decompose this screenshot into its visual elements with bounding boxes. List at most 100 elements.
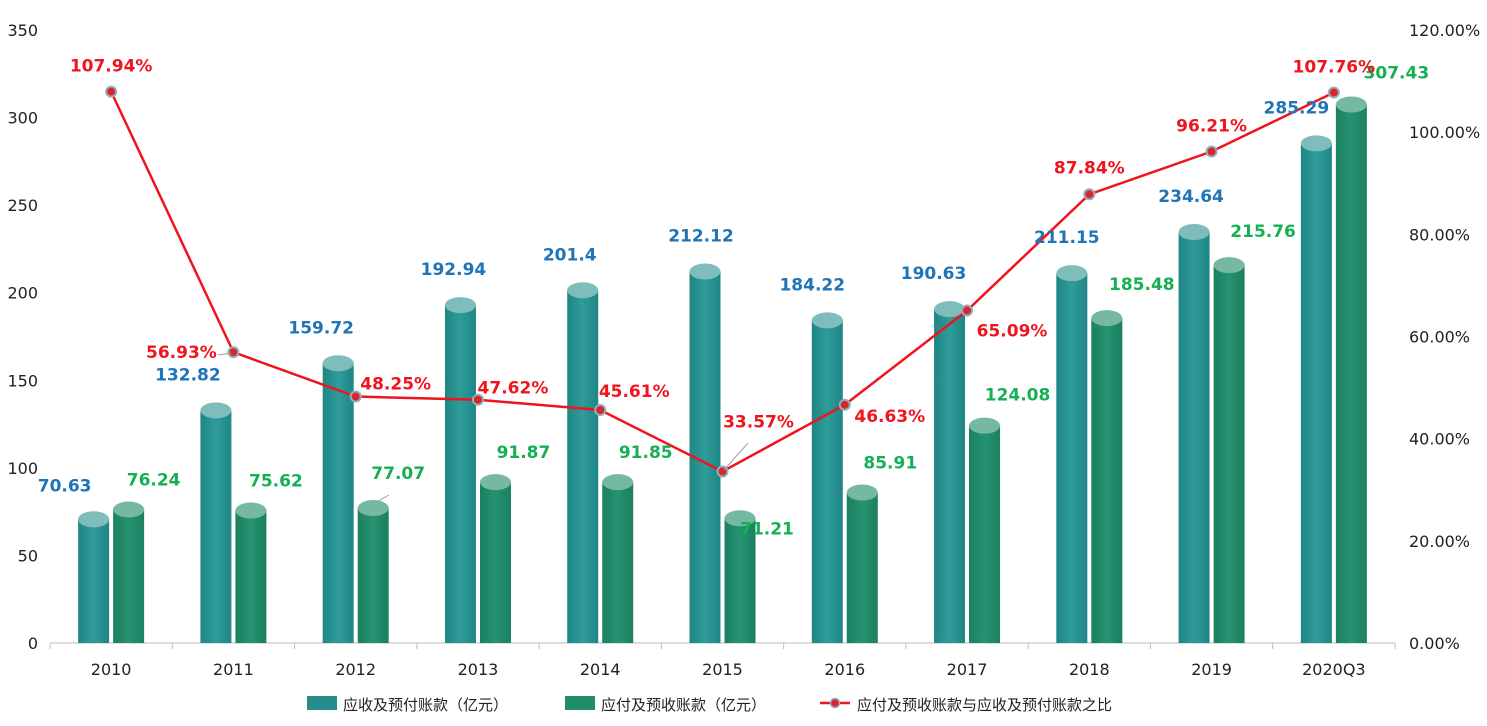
right-axis-tick-label: 0.00%	[1409, 634, 1460, 653]
bar-receivable	[1300, 143, 1332, 643]
x-axis-tick-label: 2013	[458, 660, 499, 679]
ratio-point	[105, 85, 118, 98]
ratio-point	[1205, 145, 1218, 158]
leader-line	[217, 352, 232, 356]
left-axis-tick-label: 350	[7, 21, 38, 40]
data-label-receivable: 132.82	[155, 365, 221, 385]
data-label-ratio: 45.61%	[599, 382, 670, 402]
bar-payable-cap	[1091, 310, 1123, 327]
legend-label-ratio: 应付及预收账款与应收及预付账款之比	[857, 696, 1112, 714]
bar-receivable-cap	[567, 282, 599, 299]
ratio-point	[961, 304, 974, 317]
left-axis-tick-label: 50	[18, 546, 38, 565]
ratio-point	[349, 390, 362, 403]
bar-receivable-cap	[1178, 224, 1210, 241]
bar-payable	[235, 510, 267, 643]
legend-label-payable: 应付及预收账款（亿元）	[601, 696, 766, 714]
x-axis-tick-label: 2014	[580, 660, 621, 679]
bar-receivable	[78, 519, 110, 643]
bar-payable	[846, 492, 878, 643]
data-label-ratio: 87.84%	[1054, 158, 1125, 178]
ratio-point	[1327, 86, 1340, 99]
data-label-receivable: 201.4	[543, 245, 597, 265]
bar-receivable	[322, 363, 354, 643]
data-label-ratio: 33.57%	[723, 413, 794, 433]
data-label-ratio: 47.62%	[478, 379, 549, 399]
bar-receivable-cap	[689, 263, 721, 280]
legend-label-receivable: 应收及预付账款（亿元）	[343, 696, 508, 714]
bar-payable	[357, 508, 389, 643]
x-axis-tick-label: 2016	[824, 660, 865, 679]
bar-receivable	[934, 309, 966, 643]
left-axis-tick-label: 200	[7, 284, 38, 303]
legend-swatch-payable	[565, 696, 595, 710]
data-label-payable: 91.85	[619, 443, 673, 463]
bar-payable-cap	[846, 484, 878, 501]
data-label-payable: 77.07	[371, 464, 425, 484]
bar-payable	[724, 518, 756, 643]
x-axis-tick-label: 2012	[335, 660, 376, 679]
bar-payable-cap	[602, 474, 634, 491]
data-label-payable: 185.48	[1109, 275, 1175, 295]
data-label-payable: 75.62	[249, 472, 303, 492]
data-label-receivable: 159.72	[288, 318, 354, 338]
bar-payable	[113, 509, 145, 643]
bar-receivable	[567, 290, 599, 643]
x-axis-tick-label: 2015	[702, 660, 743, 679]
bar-payable-cap	[1335, 96, 1367, 113]
bar-receivable	[1178, 232, 1210, 643]
data-label-payable: 124.08	[985, 386, 1051, 406]
x-axis-tick-label: 2020Q3	[1302, 660, 1366, 679]
right-axis-tick-label: 100.00%	[1409, 123, 1480, 142]
data-label-payable: 85.91	[863, 454, 917, 474]
right-axis-tick-label: 20.00%	[1409, 532, 1470, 551]
bar-receivable-cap	[811, 312, 843, 329]
data-label-receivable: 184.22	[779, 275, 845, 295]
left-axis-tick-label: 250	[7, 196, 38, 215]
bar-receivable	[1056, 273, 1088, 643]
bar-payable	[1091, 318, 1123, 643]
data-label-receivable: 285.29	[1264, 98, 1330, 118]
legend-swatch-ratio-marker	[829, 697, 841, 709]
right-axis-tick-label: 120.00%	[1409, 21, 1480, 40]
data-label-payable: 215.76	[1230, 222, 1296, 242]
ratio-point	[594, 404, 607, 417]
leader-line	[370, 494, 390, 506]
bar-receivable-cap	[78, 511, 110, 528]
bar-payable-cap	[1213, 257, 1245, 274]
left-axis-tick-label: 100	[7, 459, 38, 478]
bar-receivable-cap	[1056, 265, 1088, 282]
bar-receivable	[811, 320, 843, 643]
bar-payable-cap	[724, 510, 756, 527]
data-label-ratio: 65.09%	[977, 321, 1048, 341]
bar-payable-cap	[235, 502, 267, 519]
x-axis-tick-label: 2018	[1069, 660, 1110, 679]
ratio-point	[1083, 188, 1096, 201]
legend-swatch-receivable	[307, 696, 337, 710]
data-label-ratio: 46.63%	[854, 407, 925, 427]
bar-payable	[479, 482, 511, 643]
data-label-receivable: 70.63	[38, 476, 92, 496]
data-label-receivable: 234.64	[1158, 187, 1224, 207]
right-axis-tick-label: 40.00%	[1409, 430, 1470, 449]
data-label-receivable: 190.63	[901, 264, 967, 284]
x-axis-tick-label: 2019	[1191, 660, 1232, 679]
ratio-point	[838, 398, 851, 411]
bar-payable-cap	[113, 501, 145, 518]
data-label-payable: 91.87	[497, 443, 551, 463]
leader-line	[723, 442, 749, 471]
data-label-receivable: 211.15	[1034, 228, 1100, 248]
bar-receivable	[444, 305, 476, 643]
x-axis-tick-label: 2010	[91, 660, 132, 679]
data-label-payable: 71.21	[740, 519, 794, 539]
data-label-ratio: 107.76%	[1293, 58, 1376, 78]
bar-payable	[969, 425, 1001, 643]
data-label-ratio: 107.94%	[70, 57, 153, 77]
left-axis-tick-label: 300	[7, 109, 38, 128]
ratio-point	[227, 346, 240, 359]
bar-payable	[1213, 265, 1245, 643]
data-label-ratio: 56.93%	[146, 343, 217, 363]
bar-payable-cap	[969, 417, 1001, 434]
x-axis-tick-label: 2017	[947, 660, 988, 679]
